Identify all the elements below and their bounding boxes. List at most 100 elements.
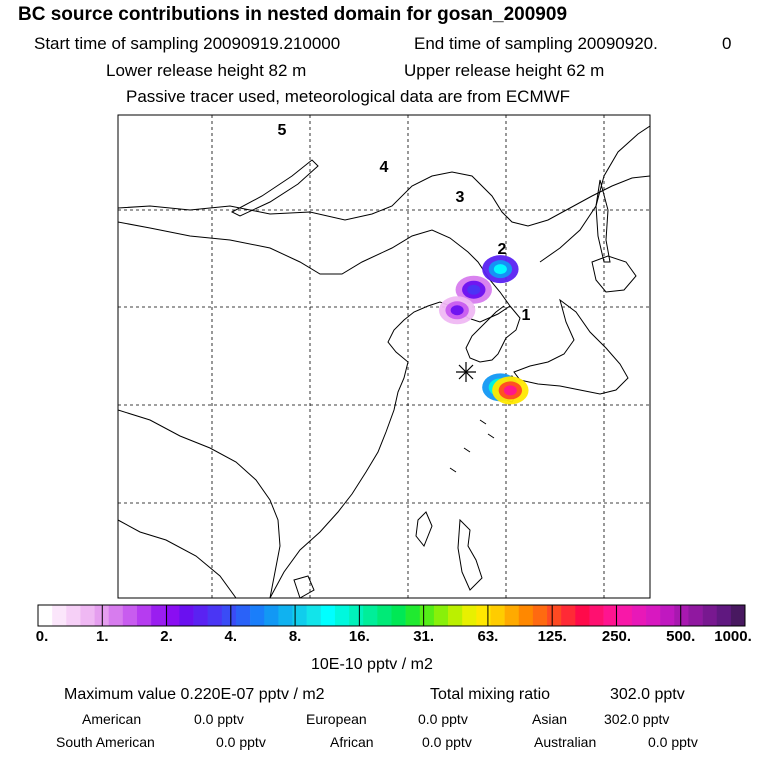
- colorbar-cell-13: [207, 605, 223, 626]
- colorbar-cell-4: [80, 605, 95, 626]
- colorbar-cell-31: [462, 605, 477, 626]
- lower-release-height: Lower release height 82 m: [106, 61, 307, 80]
- colorbar-cell-21: [320, 605, 336, 626]
- chart-title: BC source contributions in nested domain…: [18, 4, 568, 25]
- colorbar-tick-label: 4.: [224, 628, 238, 645]
- colorbar-cell-11: [179, 605, 194, 626]
- colorbar-cell-49: [716, 605, 732, 626]
- colorbar-cell-34: [504, 605, 520, 626]
- colorbar-cell-28: [419, 605, 435, 626]
- australian-value: 0.0 pptv: [648, 734, 698, 750]
- colorbar-cell-42: [617, 605, 633, 626]
- colorbar-cell-19: [292, 605, 307, 626]
- korea-peninsula: [465, 305, 521, 363]
- colorbar-cell-25: [377, 605, 392, 626]
- philippines: [457, 518, 483, 591]
- american-value: 0.0 pptv: [194, 711, 244, 727]
- region-label-5: 5: [278, 122, 287, 139]
- colorbar-cell-32: [476, 605, 491, 626]
- plume-busan-ring-3: [503, 385, 517, 396]
- total-mixing-label: Total mixing ratio: [430, 686, 551, 703]
- colorbar-tick-label: 500.: [666, 628, 696, 645]
- colorbar-cell-10: [165, 605, 180, 626]
- colorbar-cell-41: [603, 605, 619, 626]
- colorbar-frame: [37, 604, 746, 627]
- colorbar-tick-label: 0.: [35, 628, 49, 645]
- coastline-north-border: [118, 171, 650, 227]
- plume-heilongjiang-border: [482, 255, 519, 284]
- colorbar-cell-40: [589, 605, 604, 626]
- asian-label: Asian: [532, 711, 568, 727]
- european-value: 0.0 pptv: [418, 711, 468, 727]
- sakhalin: [595, 179, 611, 263]
- plume-busan: [492, 376, 529, 405]
- colorbar-cell-9: [151, 605, 166, 626]
- australian-label: Australian: [534, 734, 597, 750]
- region-label-1: 1: [522, 307, 531, 324]
- colorbar-cell-38: [561, 605, 576, 626]
- japan-hokkaido: [591, 255, 637, 293]
- colorbar-cell-46: [674, 605, 689, 626]
- colorbar-cell-45: [660, 605, 675, 626]
- colorbar-tick-label: 1000.: [714, 628, 752, 645]
- colorbar-cell-47: [688, 605, 703, 626]
- plume-north-east-china: [455, 275, 492, 304]
- south-american-label: South American: [56, 734, 155, 750]
- russia-far-east-coast: [539, 125, 650, 263]
- colorbar-cell-36: [532, 605, 548, 626]
- colorbar-cell-43: [631, 605, 647, 626]
- colorbar-cell-18: [278, 605, 293, 626]
- american-label: American: [82, 711, 142, 727]
- lake-baikal: [230, 159, 319, 217]
- colorbar-cell-37: [547, 605, 562, 626]
- hainan: [293, 575, 315, 598]
- map-frame: [117, 114, 651, 599]
- colorbar-cell-2: [52, 605, 67, 626]
- colorbar-cell-20: [306, 605, 322, 626]
- plume-north-east-china-ring-3: [467, 284, 481, 295]
- coastline-china-mongolia: [118, 221, 511, 307]
- taiwan: [415, 511, 433, 547]
- colorbar-cell-16: [250, 605, 265, 626]
- region-label-2: 2: [498, 241, 507, 258]
- south-american-value: 0.0 pptv: [216, 734, 266, 750]
- plume-liaoning: [438, 296, 476, 325]
- colorbar-cell-50: [730, 605, 746, 626]
- end-time-label: End time of sampling 20090920.: [414, 34, 658, 53]
- european-label: European: [306, 711, 367, 727]
- region-label-3: 3: [456, 189, 465, 206]
- colorbar-cell-3: [66, 605, 81, 626]
- colorbar-tick-label: 8.: [288, 628, 302, 645]
- colorbar-cell-23: [349, 605, 364, 626]
- south-china-border: [118, 409, 281, 598]
- colorbar-cell-8: [136, 605, 152, 626]
- colorbar-cell-39: [575, 605, 590, 626]
- colorbar-cell-14: [221, 605, 237, 626]
- colorbar-cell-17: [264, 605, 279, 626]
- colorbar-cell-30: [448, 605, 463, 626]
- african-label: African: [330, 734, 374, 750]
- colorbar-cell-24: [363, 605, 378, 626]
- start-time-label: Start time of sampling 20090919.210000: [34, 34, 341, 53]
- southeast-asia-coast: [118, 519, 237, 598]
- upper-release-height: Upper release height 62 m: [404, 61, 605, 80]
- colorbar-cell-29: [433, 605, 449, 626]
- plume-heilongjiang-border-ring-3: [493, 264, 507, 275]
- colorbar-tick-label: 1.: [96, 628, 109, 645]
- end-time-suffix: 0: [722, 34, 732, 53]
- max-value-label: Maximum value 0.220E-07 pptv / m2: [64, 686, 325, 703]
- colorbar-tick-label: 125.: [537, 628, 567, 645]
- colorbar-tick-label: 63.: [477, 628, 499, 645]
- colorbar-cell-12: [193, 605, 208, 626]
- ryukyu-islands: [449, 419, 495, 473]
- colorbar-cell-35: [518, 605, 534, 626]
- colorbar-cell-7: [122, 605, 138, 626]
- colorbar-cell-48: [702, 605, 718, 626]
- plume-liaoning-ring-3: [450, 305, 464, 316]
- colorbar-unit-label: 10E-10 pptv / m2: [311, 656, 433, 673]
- colorbar-cell-27: [405, 605, 421, 626]
- colorbar-cell-1: [38, 605, 53, 626]
- colorbar-tick-label: 31.: [413, 628, 435, 645]
- total-mixing-value: 302.0 pptv: [610, 686, 685, 703]
